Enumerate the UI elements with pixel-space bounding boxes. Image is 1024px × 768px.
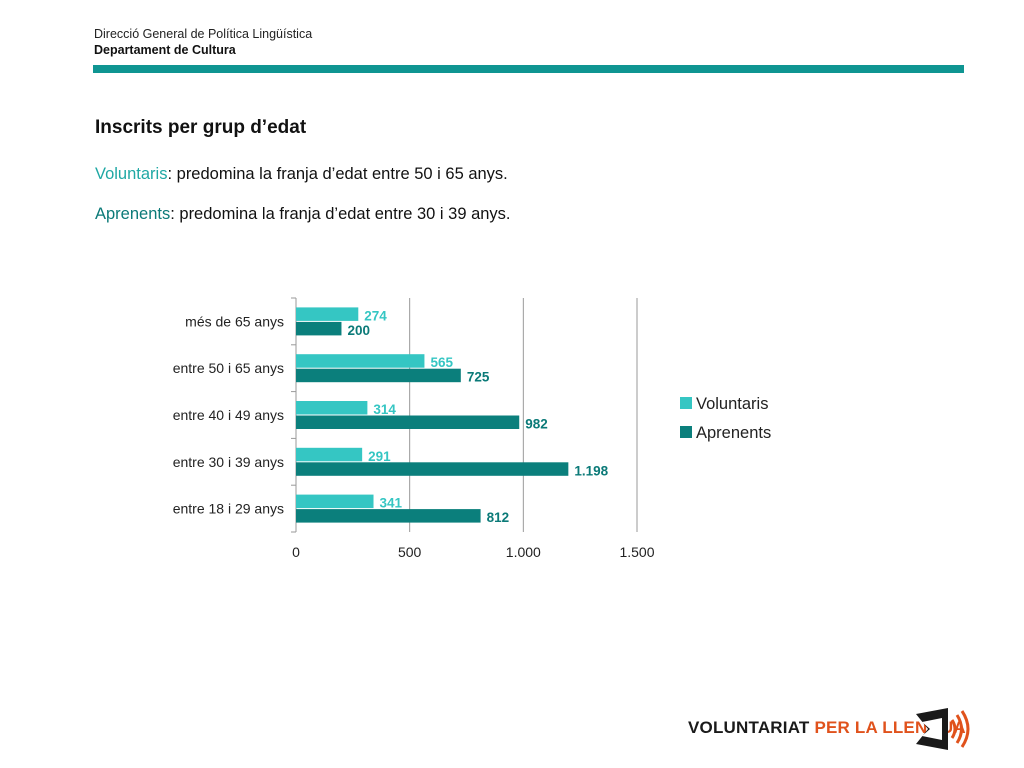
data-label: 314 [373,402,396,417]
bar-aprenents [296,415,520,429]
x-tick-label: 1.500 [619,544,654,560]
bar-voluntaris [296,354,425,368]
category-label: entre 30 i 39 anys [173,454,284,470]
legend-swatch [680,397,692,409]
bar-aprenents [296,462,569,476]
data-label: 725 [467,370,490,385]
bar-aprenents [296,368,461,383]
legend-label: Aprenents [696,424,771,442]
summary-voluntaris: Voluntaris: predomina la franja d’edat e… [95,165,508,184]
category-label: més de 65 anys [185,313,284,329]
legend-swatch [680,426,692,438]
voluntaris-summary-text: : predomina la franja d’edat entre 50 i … [167,165,508,183]
org-name: Direcció General de Política Lingüística [94,27,313,41]
voluntaris-keyword: Voluntaris [95,165,168,183]
department-name: Departament de Cultura [94,43,236,57]
x-tick-label: 0 [292,544,300,560]
legend-label: Voluntaris [696,395,768,413]
data-label: 291 [368,449,391,464]
data-label: 982 [525,417,548,432]
slide-title: Inscrits per grup d’edat [95,117,307,138]
bar-voluntaris [296,307,359,321]
data-label: 812 [487,510,510,525]
category-label: entre 40 i 49 anys [173,407,284,423]
age-group-bar-chart: 0 500 1.000 1.500 entre 18 i 29 anys 341 812 en… [173,297,771,560]
x-tick-label: 500 [398,544,422,560]
data-label: 565 [430,355,453,370]
category-label: entre 18 i 29 anys [173,501,284,517]
data-label: 200 [347,323,370,338]
logo-text-voluntariat: VOLUNTARIAT [688,718,815,737]
bar-voluntaris [296,447,363,462]
bar-aprenents [296,509,481,523]
voluntariat-logo: VOLUNTARIAT PER LA LLENGUA [688,708,973,750]
header-divider [93,65,964,73]
aprenents-summary-text: : predomina la franja d’edat entre 30 i … [170,205,511,223]
aprenents-keyword: Aprenents [95,205,171,223]
data-label: 341 [380,496,403,511]
data-label: 274 [364,308,387,323]
megaphone-icon [916,708,970,750]
data-label: 1.198 [574,463,608,478]
bar-voluntaris [296,401,368,415]
bar-aprenents [296,321,342,336]
x-tick-label: 1.000 [506,544,541,560]
summary-aprenents: Aprenents: predomina la franja d’edat en… [95,205,511,224]
category-label: entre 50 i 65 anys [173,360,284,376]
bar-voluntaris [296,494,374,509]
